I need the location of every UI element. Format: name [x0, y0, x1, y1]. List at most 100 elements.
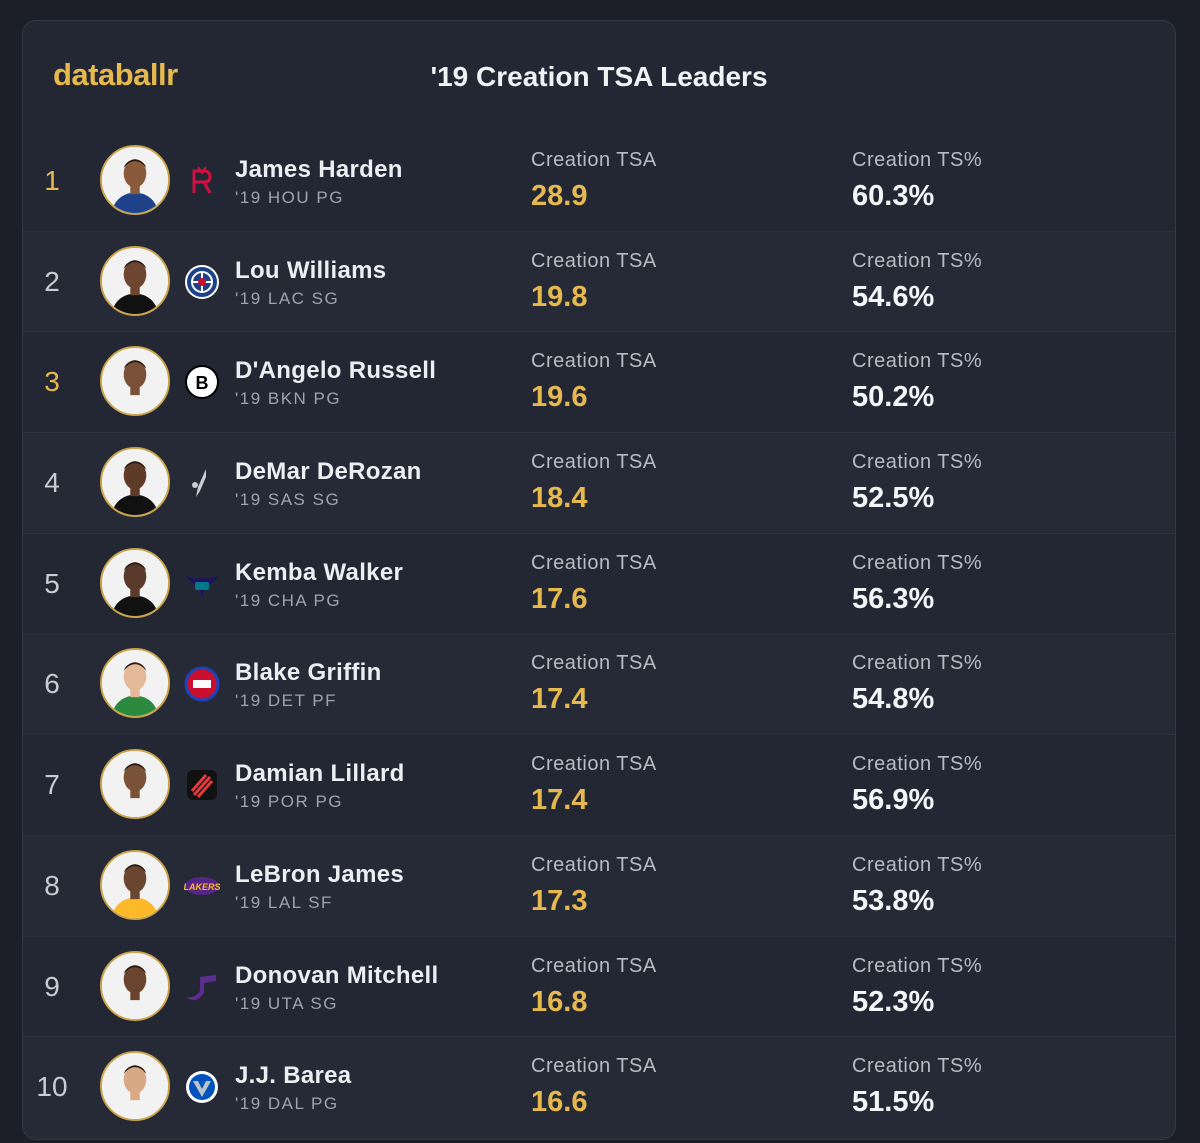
creation-ts-pct-value: 50.2%: [852, 381, 935, 414]
rank-number: 2: [44, 265, 60, 297]
leader-row[interactable]: 8 LAKERS LeBron James '19 LAL SF Creatio…: [23, 835, 1175, 937]
rank-number: 5: [44, 567, 60, 599]
player-season-team-position: '19 POR PG: [235, 792, 344, 812]
player-name[interactable]: Kemba Walker: [235, 558, 404, 586]
rank-number: 8: [44, 869, 60, 901]
svg-text:B: B: [196, 373, 209, 393]
creation-tsa-label: Creation TSA: [531, 551, 657, 574]
blazers-logo-icon: [184, 767, 220, 803]
rank-number: 7: [44, 769, 60, 801]
player-headshot: [100, 849, 170, 920]
player-name[interactable]: J.J. Barea: [235, 1062, 352, 1090]
creation-ts-pct-value: 56.9%: [852, 784, 935, 817]
player-headshot-icon: [102, 549, 168, 616]
player-name[interactable]: Lou Williams: [235, 256, 387, 284]
creation-tsa-value: 18.4: [531, 482, 588, 515]
leader-row[interactable]: 1 James Harden '19 HOU PG Creation TSA 2…: [23, 131, 1175, 232]
clippers-logo-icon: [184, 264, 220, 300]
brand-logo[interactable]: databallr: [53, 57, 178, 92]
player-name[interactable]: DeMar DeRozan: [235, 458, 422, 486]
spurs-logo-icon: [184, 465, 220, 501]
rank-number: 10: [36, 1071, 68, 1103]
creation-ts-pct-label: Creation TS%: [852, 753, 983, 776]
creation-ts-pct-value: 51.5%: [852, 1086, 935, 1119]
leader-row[interactable]: 4 DeMar DeRozan '19 SAS SG Creation TSA …: [23, 433, 1175, 534]
leader-row[interactable]: 3 B D'Angelo Russell '19 BKN PG Creation…: [23, 332, 1175, 434]
player-headshot: [100, 346, 170, 417]
player-name[interactable]: D'Angelo Russell: [235, 357, 437, 385]
player-headshot: [100, 749, 170, 820]
creation-tsa-value: 17.4: [531, 784, 588, 817]
player-season-team-position: '19 LAC SG: [235, 288, 340, 308]
player-name[interactable]: James Harden: [235, 156, 403, 183]
player-headshot-icon: [102, 147, 168, 213]
leader-row[interactable]: 2 Lou Williams '19 LAC SG Creation TSA 1…: [23, 231, 1175, 333]
player-season-team-position: '19 BKN PG: [235, 389, 342, 409]
leaders-list: 1 James Harden '19 HOU PG Creation TSA 2…: [23, 131, 1175, 1138]
leader-row[interactable]: 10 J.J. Barea '19 DAL PG Creation TSA 16…: [23, 1037, 1175, 1138]
player-headshot: [100, 1051, 170, 1122]
creation-tsa-value: 17.4: [531, 683, 588, 716]
player-season-team-position: '19 CHA PG: [235, 590, 342, 610]
nets-logo-icon: B: [184, 364, 220, 400]
creation-ts-pct-value: 52.3%: [852, 985, 935, 1018]
leader-row[interactable]: 5 Kemba Walker '19 CHA PG Creation TSA 1…: [23, 533, 1175, 635]
player-headshot: [100, 547, 170, 618]
player-name[interactable]: Donovan Mitchell: [235, 961, 439, 989]
player-headshot: [100, 950, 170, 1021]
creation-ts-pct-label: Creation TS%: [852, 853, 983, 876]
player-season-team-position: '19 HOU PG: [235, 188, 344, 207]
player-name[interactable]: Blake Griffin: [235, 659, 382, 687]
rank-number: 9: [44, 970, 60, 1002]
player-headshot: [100, 648, 170, 719]
leader-row[interactable]: 9 Donovan Mitchell '19 UTA SG Creation T…: [23, 936, 1175, 1038]
creation-tsa-value: 16.8: [531, 985, 588, 1018]
jazz-logo-icon: [184, 969, 220, 1005]
creation-tsa-label: Creation TSA: [531, 149, 657, 171]
creation-ts-pct-value: 54.6%: [852, 280, 935, 313]
player-season-team-position: '19 LAL SF: [235, 892, 333, 912]
player-headshot-icon: [102, 952, 168, 1019]
player-headshot-icon: [102, 449, 168, 516]
lakers-logo-icon: LAKERS: [184, 868, 220, 904]
creation-tsa-label: Creation TSA: [531, 652, 657, 675]
player-name[interactable]: LeBron James: [235, 860, 404, 888]
player-name[interactable]: Damian Lillard: [235, 760, 405, 788]
creation-tsa-label: Creation TSA: [531, 954, 657, 977]
player-headshot-icon: [102, 851, 168, 918]
leader-row[interactable]: 7 Damian Lillard '19 POR PG Creation TSA…: [23, 735, 1175, 836]
player-headshot-icon: [102, 751, 168, 818]
player-headshot: [100, 447, 170, 518]
leader-row[interactable]: 6 Blake Griffin '19 DET PF Creation TSA …: [23, 634, 1175, 736]
creation-tsa-value: 16.6: [531, 1086, 588, 1119]
player-headshot-icon: [102, 348, 168, 415]
rank-number: 6: [44, 668, 60, 700]
creation-ts-pct-value: 60.3%: [852, 180, 935, 212]
creation-tsa-value: 17.3: [531, 884, 588, 917]
player-headshot-icon: [102, 650, 168, 717]
creation-ts-pct-label: Creation TS%: [852, 652, 983, 675]
creation-tsa-label: Creation TSA: [531, 451, 657, 474]
creation-ts-pct-value: 54.8%: [852, 683, 935, 716]
page-title: '19 Creation TSA Leaders: [430, 61, 768, 92]
pistons-logo-icon: [184, 666, 220, 702]
rank-number: 3: [44, 366, 60, 398]
creation-tsa-value: 19.6: [531, 381, 588, 414]
creation-tsa-label: Creation TSA: [531, 350, 657, 373]
creation-ts-pct-label: Creation TS%: [852, 551, 983, 574]
mavericks-logo-icon: [184, 1069, 220, 1105]
svg-text:LAKERS: LAKERS: [184, 882, 220, 892]
creation-tsa-value: 19.8: [531, 280, 588, 313]
creation-tsa-label: Creation TSA: [531, 1055, 657, 1078]
creation-tsa-label: Creation TSA: [531, 853, 657, 876]
player-season-team-position: '19 SAS SG: [235, 490, 341, 510]
creation-ts-pct-label: Creation TS%: [852, 149, 983, 171]
creation-ts-pct-label: Creation TS%: [852, 350, 983, 373]
player-season-team-position: '19 DAL PG: [235, 1094, 339, 1114]
card-header: databallr '19 Creation TSA Leaders: [23, 21, 1175, 131]
creation-ts-pct-label: Creation TS%: [852, 249, 983, 272]
player-headshot-icon: [102, 1053, 168, 1120]
player-headshot: [100, 245, 170, 316]
creation-ts-pct-label: Creation TS%: [852, 954, 983, 977]
creation-tsa-label: Creation TSA: [531, 249, 657, 272]
